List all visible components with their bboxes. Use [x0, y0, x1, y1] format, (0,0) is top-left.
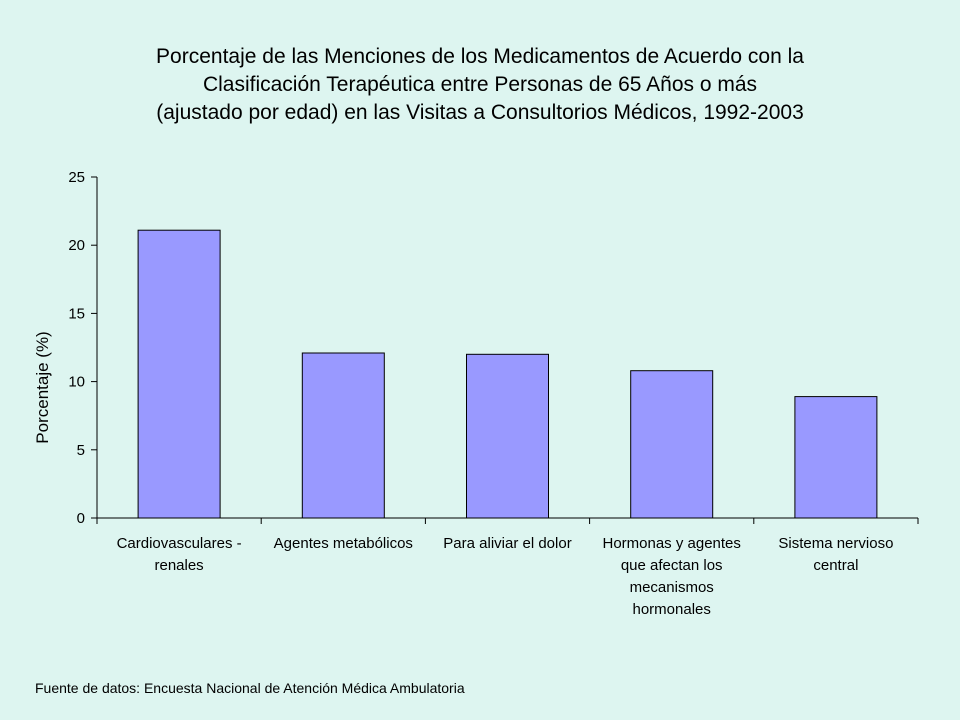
y-tick-label-25: 25 — [68, 169, 85, 186]
category-label-3-line-1: Para aliviar el dolor — [443, 535, 571, 552]
category-label-2-line-1: Agentes metabólicos — [274, 535, 413, 552]
category-label-4-line-3: mecanismos — [630, 579, 714, 596]
y-tick-label-0: 0 — [77, 510, 85, 527]
bars-group — [137, 229, 878, 519]
chart-title-line-1: Porcentaje de las Menciones de los Medic… — [156, 45, 804, 68]
source-note: Fuente de datos: Encuesta Nacional de At… — [35, 680, 465, 696]
bar-2 — [301, 352, 385, 519]
y-axis-title: Porcentaje (%) — [33, 331, 52, 443]
category-label-2: Agentes metabólicos — [274, 535, 413, 552]
category-label-4-line-4: hormonales — [633, 601, 711, 618]
labels-group: 0 5 10 15 20 25 Cardiovasculares - renales Agent… — [33, 169, 893, 618]
category-label-4-line-1: Hormonas y agentes — [602, 535, 740, 552]
bar-5 — [794, 396, 878, 519]
axes-group — [91, 176, 919, 524]
chart-title: Porcentaje de las Menciones de los Medic… — [40, 43, 920, 127]
category-label-4-line-2: que afectan los — [621, 557, 723, 574]
bar-1 — [137, 229, 221, 519]
category-label-1-line-1: Cardiovasculares - — [117, 535, 242, 552]
category-label-5-line-2: central — [813, 557, 858, 574]
bar-3 — [466, 353, 549, 519]
y-tick-label-10: 10 — [68, 374, 85, 391]
bar-4 — [630, 370, 714, 519]
chart-title-line-2: Clasificación Terapéutica entre Personas… — [202, 73, 758, 96]
y-tick-label-5: 5 — [77, 442, 85, 459]
category-label-4: Hormonas y agentes que afectan los mecanis… — [602, 535, 740, 618]
category-label-1: Cardiovasculares - renales — [117, 535, 242, 574]
y-tick-label-15: 15 — [68, 305, 85, 322]
category-label-1-line-2: renales — [154, 557, 203, 574]
y-tick-label-20: 20 — [68, 237, 85, 254]
chart-title-line-3: (ajustado por edad) en las Visitas a Con… — [156, 101, 804, 124]
category-label-5: Sistema nervioso central — [778, 535, 893, 574]
category-label-5-line-1: Sistema nervioso — [778, 535, 893, 552]
category-label-3: Para aliviar el dolor — [443, 535, 571, 552]
